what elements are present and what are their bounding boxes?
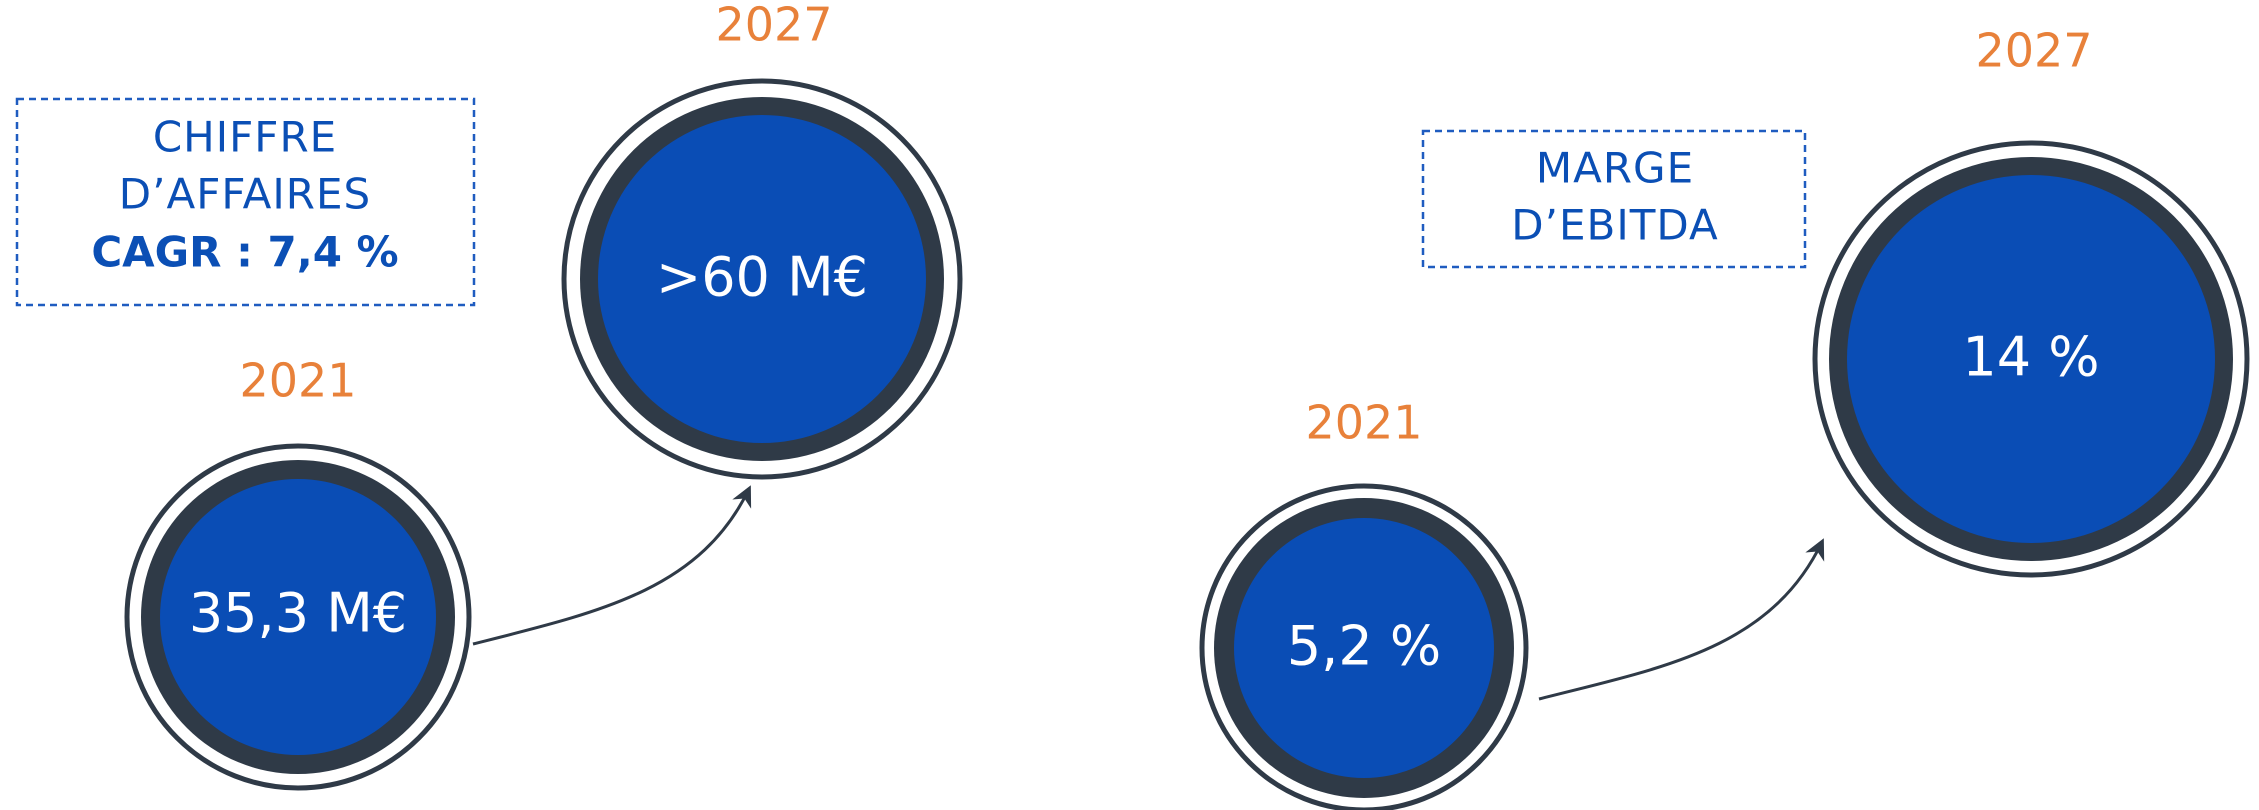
circle-core xyxy=(598,115,926,443)
label-box xyxy=(15,97,476,307)
circle-core xyxy=(1234,518,1494,778)
growth-arrow xyxy=(1538,538,1825,701)
start-value: 35,3 M€ xyxy=(189,582,407,645)
ebitda-panel: MARGE D’EBITDA 2027 14 % 2021 5,2 % xyxy=(1199,24,2250,810)
circle-core xyxy=(160,479,436,755)
end-value: >60 M€ xyxy=(656,246,868,309)
label-line: CHIFFRE xyxy=(153,113,337,162)
circle-core xyxy=(1847,175,2215,543)
end-value: 14 % xyxy=(1962,326,2099,389)
growth-arrow xyxy=(472,485,752,646)
start-year: 2021 xyxy=(239,354,356,408)
start-value: 5,2 % xyxy=(1287,615,1441,678)
end-year: 2027 xyxy=(715,0,832,52)
label-line: MARGE xyxy=(1536,144,1694,193)
label-box xyxy=(1421,129,1807,269)
label-line: D’EBITDA xyxy=(1511,201,1718,250)
revenue-panel: CHIFFRE D’AFFAIRES CAGR : 7,4 % 2027 >60… xyxy=(15,0,963,791)
end-year: 2027 xyxy=(1975,24,2092,78)
cagr: CAGR : 7,4 % xyxy=(91,228,398,277)
start-year: 2021 xyxy=(1305,396,1422,450)
label-line: D’AFFAIRES xyxy=(119,170,371,219)
